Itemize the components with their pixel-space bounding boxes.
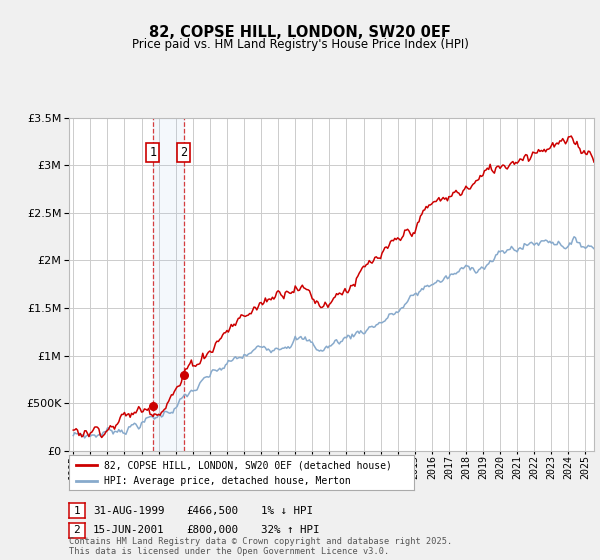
Text: 82, COPSE HILL, LONDON, SW20 0EF (detached house): 82, COPSE HILL, LONDON, SW20 0EF (detach… <box>104 460 391 470</box>
Text: 2: 2 <box>180 146 187 159</box>
Text: 1: 1 <box>149 146 157 159</box>
Bar <box>153 118 184 451</box>
Text: 1% ↓ HPI: 1% ↓ HPI <box>261 506 313 516</box>
Text: 31-AUG-1999: 31-AUG-1999 <box>93 506 164 516</box>
Text: HPI: Average price, detached house, Merton: HPI: Average price, detached house, Mert… <box>104 477 350 486</box>
Text: 82, COPSE HILL, LONDON, SW20 0EF: 82, COPSE HILL, LONDON, SW20 0EF <box>149 25 451 40</box>
Text: 32% ↑ HPI: 32% ↑ HPI <box>261 525 320 535</box>
Text: 15-JUN-2001: 15-JUN-2001 <box>93 525 164 535</box>
Text: Contains HM Land Registry data © Crown copyright and database right 2025.
This d: Contains HM Land Registry data © Crown c… <box>69 536 452 556</box>
Text: 1: 1 <box>73 506 80 516</box>
Text: Price paid vs. HM Land Registry's House Price Index (HPI): Price paid vs. HM Land Registry's House … <box>131 38 469 51</box>
Text: £800,000: £800,000 <box>186 525 238 535</box>
Text: 2: 2 <box>73 525 80 535</box>
Text: £466,500: £466,500 <box>186 506 238 516</box>
